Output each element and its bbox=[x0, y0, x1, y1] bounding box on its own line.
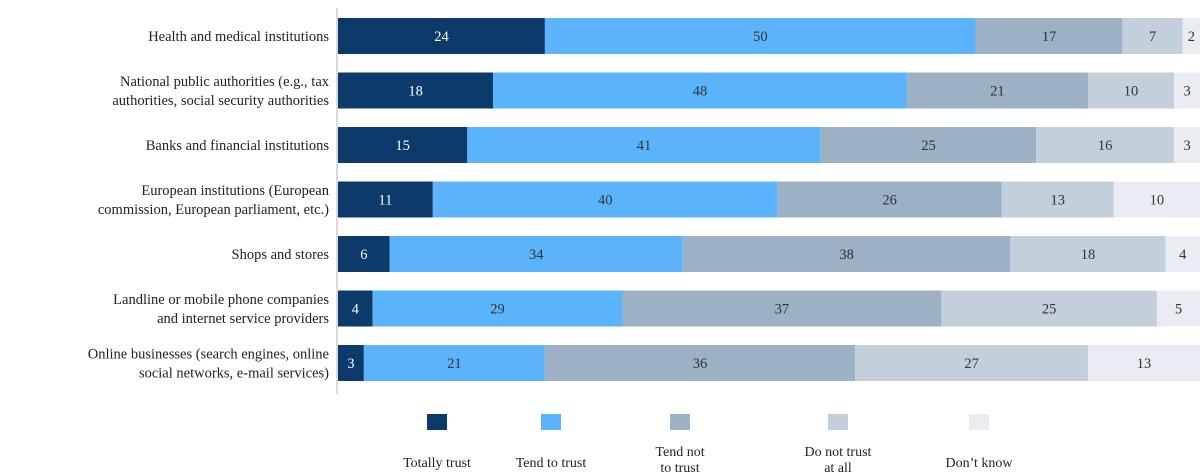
bar-segment bbox=[1010, 236, 1166, 272]
data-label: 40 bbox=[598, 193, 613, 209]
bar-segment bbox=[338, 18, 545, 54]
data-label: 21 bbox=[990, 84, 1005, 100]
category-label: Shops and stores bbox=[232, 247, 330, 263]
category-label: Landline or mobile phone companies and in… bbox=[113, 292, 329, 327]
data-label: 50 bbox=[753, 29, 768, 45]
bar-segment bbox=[1174, 127, 1200, 163]
bar-segment bbox=[1122, 18, 1183, 54]
legend-swatch bbox=[427, 414, 447, 430]
data-label: 2 bbox=[1188, 29, 1195, 45]
bar-segment bbox=[1165, 236, 1200, 272]
data-label: 38 bbox=[839, 247, 854, 263]
data-label: 25 bbox=[921, 138, 936, 154]
legend-label: Tend not to trust bbox=[655, 445, 704, 476]
data-label: 3 bbox=[347, 356, 354, 372]
legend-swatch bbox=[541, 414, 561, 430]
data-label: 10 bbox=[1124, 84, 1139, 100]
legend-label: Totally trust bbox=[403, 456, 471, 471]
bar-segment bbox=[1036, 127, 1175, 163]
bar-segment bbox=[1001, 181, 1114, 218]
bar-segment bbox=[906, 72, 1088, 109]
category-label: National public authorities (e.g., tax au… bbox=[112, 74, 329, 109]
data-label: 34 bbox=[529, 247, 544, 263]
category-label: Health and medical institutions bbox=[148, 29, 329, 45]
data-label: 48 bbox=[693, 84, 708, 100]
legend-label: Don’t know bbox=[945, 456, 1013, 471]
legend-label: Do not trust at all bbox=[805, 445, 872, 476]
data-label: 5 bbox=[1175, 302, 1182, 318]
legend-swatch bbox=[969, 414, 989, 430]
data-label: 17 bbox=[1042, 29, 1057, 45]
data-label: 13 bbox=[1051, 193, 1066, 209]
bar-segment bbox=[338, 236, 390, 272]
data-label: 25 bbox=[1042, 302, 1057, 318]
bar-segment bbox=[544, 18, 976, 54]
data-label: 18 bbox=[408, 84, 423, 100]
data-label: 16 bbox=[1098, 138, 1113, 154]
bar-segment bbox=[363, 345, 545, 381]
bar-segment bbox=[777, 181, 1002, 218]
data-label: 29 bbox=[490, 302, 505, 318]
legend-swatch bbox=[828, 414, 848, 430]
bar-segment bbox=[1087, 72, 1175, 109]
bar-segment bbox=[338, 127, 468, 163]
data-label: 15 bbox=[395, 138, 410, 154]
bar-segment bbox=[1182, 18, 1200, 54]
data-label: 24 bbox=[434, 29, 449, 45]
bars-layer: 24 50 17 7 218 48 21 10 315 41 25 16 311 40 26 13 106 34 3… bbox=[338, 18, 1200, 381]
category-label: Banks and financial institutions bbox=[146, 138, 330, 154]
category-labels-layer: Health and medical institutions National … bbox=[88, 29, 330, 382]
bar-segment bbox=[338, 345, 364, 381]
data-label: 11 bbox=[378, 193, 392, 209]
data-label: 6 bbox=[360, 247, 367, 263]
legend: Totally trust Tend to trust Tend not to tru… bbox=[403, 414, 1013, 476]
bar-segment bbox=[941, 290, 1157, 327]
bar-segment bbox=[389, 236, 683, 272]
bar-segment bbox=[338, 181, 433, 218]
bar-segment bbox=[338, 290, 373, 327]
data-label: 18 bbox=[1081, 247, 1096, 263]
bar-segment bbox=[1113, 181, 1200, 218]
category-label: Online businesses (search engines, onlin… bbox=[88, 347, 329, 382]
data-label: 13 bbox=[1137, 356, 1152, 372]
bar-segment bbox=[432, 181, 778, 218]
bar-segment bbox=[467, 127, 821, 163]
bar-segment bbox=[820, 127, 1037, 163]
bar-segment bbox=[1087, 345, 1200, 381]
bar-segment bbox=[1156, 290, 1200, 327]
data-label: 4 bbox=[352, 302, 360, 318]
data-label: 36 bbox=[693, 356, 708, 372]
bar-segment bbox=[975, 18, 1123, 54]
data-label: 37 bbox=[775, 302, 790, 318]
bar-segment bbox=[855, 345, 1088, 381]
bar-segment bbox=[338, 72, 494, 109]
data-label: 10 bbox=[1150, 193, 1165, 209]
bar-segment bbox=[622, 290, 942, 327]
bar-segment bbox=[682, 236, 1011, 272]
data-label: 4 bbox=[1179, 247, 1187, 263]
data-label: 3 bbox=[1183, 84, 1190, 100]
legend-swatch bbox=[670, 414, 690, 430]
data-label: 41 bbox=[637, 138, 652, 154]
bar-segment bbox=[372, 290, 623, 327]
bar-segment bbox=[1174, 72, 1200, 109]
legend-label: Tend to trust bbox=[516, 456, 587, 471]
data-label: 3 bbox=[1183, 138, 1190, 154]
data-label: 27 bbox=[964, 356, 979, 372]
bar-segment bbox=[493, 72, 907, 109]
bar-segment bbox=[544, 345, 856, 381]
category-label: European institutions (European commissio… bbox=[98, 183, 330, 218]
data-label: 7 bbox=[1149, 29, 1156, 45]
data-label: 21 bbox=[447, 356, 462, 372]
data-label: 26 bbox=[882, 193, 897, 209]
